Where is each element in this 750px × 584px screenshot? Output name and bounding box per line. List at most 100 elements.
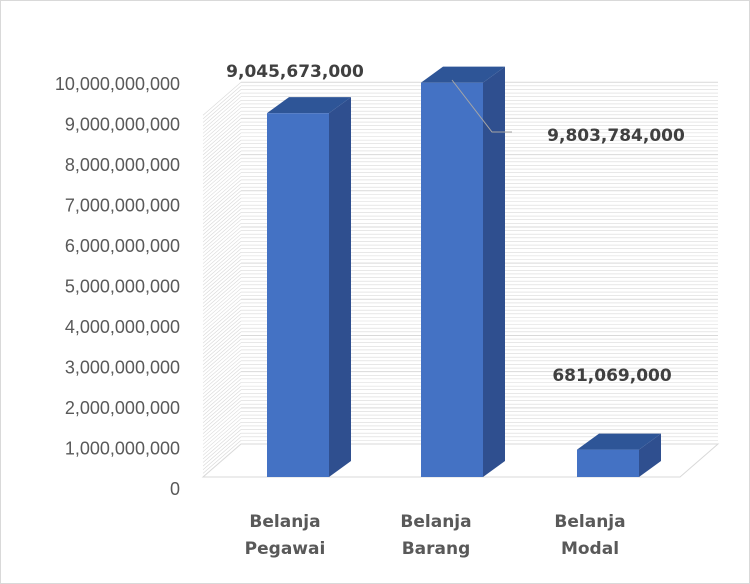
side-gridline	[203, 335, 241, 368]
side-gridline	[203, 93, 241, 126]
side-gridline	[203, 401, 241, 434]
x-category-label: Pegawai	[245, 539, 326, 559]
side-gridline	[203, 325, 241, 358]
side-gridline	[203, 169, 241, 202]
side-gridline	[203, 202, 241, 235]
side-gridline	[203, 368, 241, 401]
y-tick-label: 9,000,000,000	[65, 115, 180, 135]
side-gridline	[203, 332, 241, 365]
side-gridline	[203, 227, 241, 260]
side-gridline	[203, 314, 241, 347]
side-gridline	[203, 357, 241, 390]
side-gridline	[203, 249, 241, 282]
side-gridline	[203, 364, 241, 397]
side-gridline	[203, 361, 241, 394]
side-gridline	[203, 147, 241, 180]
x-category-label: Modal	[561, 539, 619, 559]
bar-front	[577, 450, 639, 477]
side-gridline	[203, 191, 241, 224]
bar-side	[483, 67, 505, 477]
bar-side	[329, 97, 351, 477]
side-gridline	[203, 252, 241, 285]
side-gridline	[203, 108, 241, 141]
side-gridline	[203, 307, 241, 340]
side-gridline	[203, 180, 241, 213]
side-gridline	[203, 310, 241, 343]
side-gridline	[203, 408, 241, 441]
side-gridline	[203, 372, 241, 405]
side-gridline	[203, 205, 241, 238]
side-gridline	[203, 176, 241, 209]
side-gridline	[203, 151, 241, 184]
y-tick-label: 3,000,000,000	[65, 358, 180, 378]
side-gridline	[203, 303, 241, 336]
side-gridline	[203, 328, 241, 361]
side-gridline	[203, 133, 241, 166]
side-gridline	[203, 82, 241, 115]
y-tick-label: 6,000,000,000	[65, 236, 180, 256]
data-label: 9,803,784,000	[547, 126, 685, 146]
side-gridline	[203, 354, 241, 387]
side-gridline	[203, 260, 241, 293]
data-label: 9,045,673,000	[226, 62, 364, 82]
side-gridline	[203, 212, 241, 245]
side-gridline	[203, 86, 241, 119]
side-gridline	[203, 165, 241, 198]
side-gridline	[203, 184, 241, 217]
y-tick-label: 5,000,000,000	[65, 277, 180, 297]
side-gridline	[203, 274, 241, 307]
side-gridline	[203, 386, 241, 419]
side-gridline	[203, 198, 241, 231]
side-gridline	[203, 411, 241, 444]
side-gridline	[203, 350, 241, 383]
side-gridline	[203, 126, 241, 159]
side-gridline	[203, 404, 241, 437]
side-gridline	[203, 216, 241, 249]
side-gridline	[203, 415, 241, 448]
side-gridline	[203, 281, 241, 314]
side-gridline	[203, 419, 241, 452]
side-gridline	[203, 118, 241, 151]
side-gridline	[203, 299, 241, 332]
side-gridline	[203, 379, 241, 412]
side-gridline	[203, 339, 241, 372]
y-tick-label: 0	[170, 479, 180, 499]
side-gridline	[203, 194, 241, 227]
side-gridline	[203, 129, 241, 162]
side-gridline	[203, 288, 241, 321]
y-tick-label: 8,000,000,000	[65, 155, 180, 175]
side-gridline	[203, 390, 241, 423]
side-gridline	[203, 343, 241, 376]
x-category-label: Belanja	[554, 512, 625, 532]
side-gridline	[203, 278, 241, 311]
side-gridline	[203, 296, 241, 329]
side-gridline	[203, 383, 241, 416]
data-label: 681,069,000	[552, 366, 672, 386]
side-gridline	[203, 292, 241, 325]
side-gridline	[203, 270, 241, 303]
side-gridline	[203, 397, 241, 430]
side-gridline	[203, 321, 241, 354]
side-gridline	[203, 158, 241, 191]
side-gridline	[203, 89, 241, 122]
side-gridline	[203, 285, 241, 318]
side-gridline	[203, 238, 241, 271]
y-tick-label: 2,000,000,000	[65, 398, 180, 418]
y-tick-label: 10,000,000,000	[55, 74, 180, 94]
x-category-label: Belanja	[400, 512, 471, 532]
side-gridline	[203, 223, 241, 256]
side-gridline	[203, 111, 241, 144]
side-gridline	[203, 162, 241, 195]
y-tick-label: 4,000,000,000	[65, 317, 180, 337]
side-gridline	[203, 122, 241, 155]
side-gridline	[203, 245, 241, 278]
bar-front	[267, 113, 329, 477]
side-gridline	[203, 234, 241, 267]
side-gridline	[203, 209, 241, 242]
x-category-label: Barang	[402, 539, 471, 559]
side-gridline	[203, 393, 241, 426]
side-gridline	[203, 375, 241, 408]
x-category-label: Belanja	[249, 512, 320, 532]
side-gridline	[203, 241, 241, 274]
